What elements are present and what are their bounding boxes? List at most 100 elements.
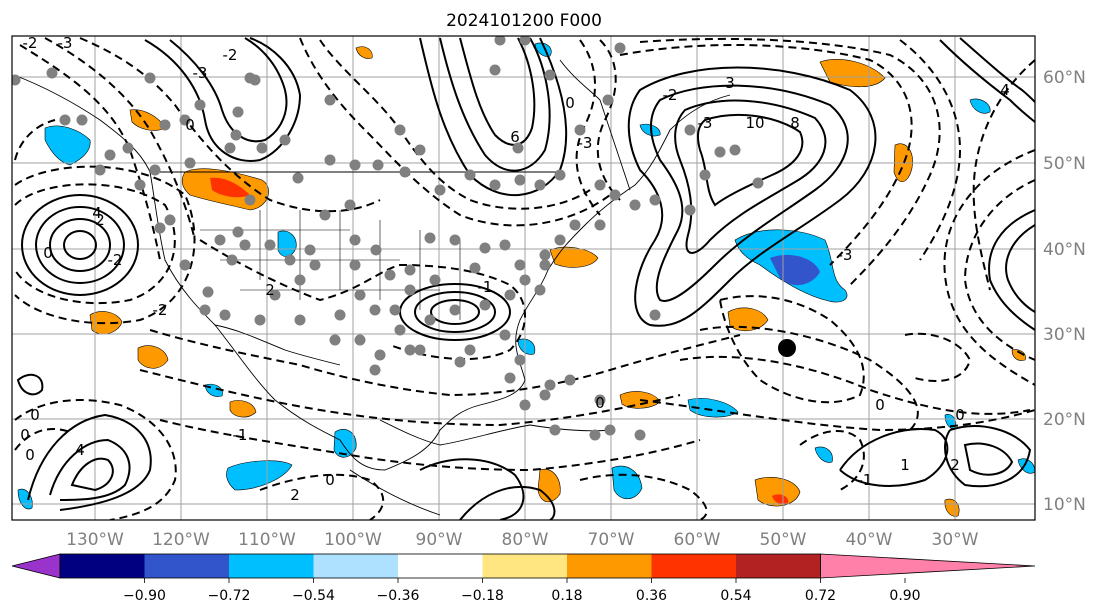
longitude-tick-label: 80°W — [502, 530, 549, 550]
contour-line — [27, 413, 152, 511]
station-marker — [194, 99, 206, 111]
station-marker — [649, 194, 661, 206]
colorbar-tick-label: −0.18 — [461, 588, 504, 604]
contour-line — [963, 442, 1014, 476]
negative-anomaly-patch — [969, 98, 991, 114]
station-markers — [12, 36, 764, 441]
station-marker — [564, 374, 576, 386]
contour-line — [959, 37, 1035, 103]
colorbar-outline — [59, 553, 821, 579]
station-marker — [179, 114, 191, 126]
negative-anomaly-patch — [44, 125, 91, 166]
station-marker — [554, 169, 566, 181]
longitude-labels: 130°W 120°W 110°W 100°W 90°W 80°W 70°W 60°W 50°W… — [66, 530, 979, 550]
latitude-tick-label: 30°N — [1043, 325, 1086, 345]
station-marker — [499, 329, 511, 341]
colorbar-bin — [736, 554, 821, 578]
station-marker — [384, 269, 396, 281]
station-marker — [514, 354, 526, 366]
contour-line — [19, 44, 161, 261]
station-marker — [199, 304, 211, 316]
positive-anomaly-patch — [549, 246, 599, 268]
contour-value-label: 0 — [25, 446, 35, 464]
longitude-tick-label: 50°W — [760, 530, 807, 550]
colorbar: −0.90 −0.72 −0.54 −0.36 −0.18 0.18 0.36 0.54 0.7… — [11, 553, 1036, 604]
contour-line — [149, 329, 741, 397]
contour-line — [169, 37, 288, 143]
colorbar-bin — [60, 554, 145, 578]
colorbar-tick-label: −0.72 — [208, 588, 251, 604]
station-marker — [279, 134, 291, 146]
station-marker — [414, 344, 426, 356]
colorbar-tick-label: −0.90 — [123, 588, 166, 604]
station-marker — [489, 64, 501, 76]
contour-value-label: 3 — [725, 74, 735, 92]
station-marker — [394, 324, 406, 336]
station-marker — [404, 284, 416, 296]
positive-anomaly-patch — [229, 400, 257, 418]
contour-line — [439, 37, 551, 172]
station-marker — [369, 304, 381, 316]
station-marker — [634, 429, 646, 441]
station-marker — [424, 314, 436, 326]
station-marker — [154, 222, 166, 234]
station-marker — [159, 119, 171, 131]
station-marker — [94, 164, 106, 176]
colorbar-bin — [567, 554, 652, 578]
station-marker — [549, 424, 561, 436]
station-marker — [469, 262, 481, 274]
station-marker — [604, 424, 616, 436]
station-marker — [594, 394, 606, 406]
contour-line — [619, 43, 913, 266]
colorbar-lower-extension — [11, 553, 61, 579]
station-marker — [309, 259, 321, 271]
dashed-contours — [14, 37, 1035, 520]
contour-line — [159, 419, 701, 472]
solid-contours — [16, 37, 1035, 520]
contour-value-label: -3 — [578, 134, 593, 152]
station-marker — [404, 264, 416, 276]
contour-value-label: -1 — [478, 278, 493, 296]
coastlines-and-borders — [13, 59, 731, 516]
contour-value-label: -2 — [153, 301, 168, 319]
contour-value-label: -3 — [698, 114, 713, 132]
station-marker — [629, 199, 641, 211]
colorbar-bin — [313, 554, 399, 578]
station-marker — [324, 94, 336, 106]
contour-value-label: -2 — [108, 251, 123, 269]
station-marker — [399, 166, 411, 178]
contour-line — [144, 37, 302, 162]
station-marker — [429, 274, 441, 286]
us-mexico-border — [214, 324, 341, 366]
station-marker — [544, 69, 556, 81]
contour-line — [430, 299, 480, 325]
positive-anomaly-patch — [355, 46, 373, 59]
contour-line — [944, 425, 1032, 488]
longitude-tick-label: 70°W — [588, 530, 635, 550]
contour-line — [459, 485, 556, 520]
station-marker — [122, 142, 134, 154]
station-marker — [144, 72, 156, 84]
station-marker — [134, 179, 146, 191]
station-marker — [714, 146, 726, 158]
contour-value-label: -3 — [193, 64, 208, 82]
station-marker — [149, 164, 161, 176]
contour-line — [419, 458, 525, 520]
positive-anomaly-patch — [137, 345, 169, 369]
contour-value-label: -2 — [663, 86, 678, 104]
station-marker — [292, 172, 304, 184]
station-marker — [534, 284, 546, 296]
colorbar-bin — [229, 554, 314, 578]
station-marker — [534, 179, 546, 191]
longitude-tick-label: 90°W — [416, 530, 463, 550]
station-marker — [449, 234, 461, 246]
longitude-tick-label: 120°W — [152, 530, 210, 550]
station-marker — [649, 309, 661, 321]
contour-line — [14, 165, 196, 325]
station-marker — [504, 289, 516, 301]
negative-anomaly-patch — [639, 123, 661, 137]
colorbar-tick-label: 0.18 — [551, 588, 582, 604]
station-marker — [59, 114, 71, 126]
contour-value-label: 2 — [950, 456, 960, 474]
contour-value-label: 0 — [30, 406, 40, 424]
